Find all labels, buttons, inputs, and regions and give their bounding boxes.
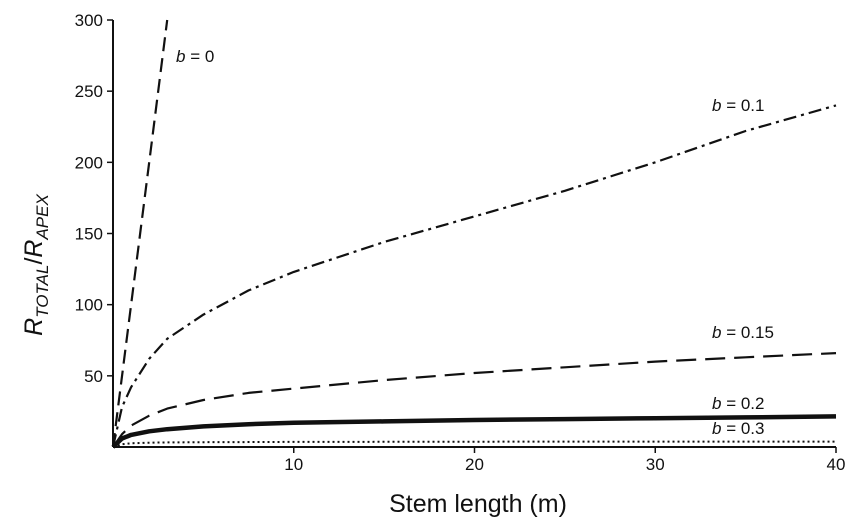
- series-lines: [111, 19, 837, 449]
- y-axis-title: RTOTAL/RAPEX: [20, 194, 52, 336]
- y-tick-label: 200: [75, 153, 103, 172]
- series-label: b = 0: [176, 47, 214, 66]
- series-label: b = 0.1: [712, 96, 764, 115]
- x-tick-label: 40: [827, 455, 846, 474]
- axes: [112, 20, 836, 448]
- x-tick-label: 10: [284, 455, 303, 474]
- x-axis-title: Stem length (m): [389, 490, 567, 518]
- y-tick-label: 50: [84, 367, 103, 386]
- y-title-sub2: APEX: [33, 194, 52, 241]
- y-tick-label: 250: [75, 82, 103, 101]
- x-tick-label: 20: [465, 455, 484, 474]
- series-labels: b = 0 b = 0.1 b = 0.15 b = 0.2 b = 0.3: [176, 47, 774, 438]
- y-title-base2: R: [20, 240, 48, 258]
- y-title-base1: R: [20, 318, 48, 336]
- y-tick-label: 150: [75, 225, 103, 244]
- axis-ticks: 10 20 30 40 50 100 150 200 250 300: [75, 11, 846, 474]
- series-label: b = 0.15: [712, 323, 774, 342]
- series-line: [111, 104, 837, 448]
- y-tick-label: 100: [75, 296, 103, 315]
- series-line: [111, 19, 169, 448]
- y-tick-label: 300: [75, 11, 103, 30]
- series-line: [111, 414, 837, 449]
- y-title-sub1: TOTAL: [33, 265, 52, 318]
- y-title-sep: /: [20, 258, 48, 265]
- x-tick-label: 30: [646, 455, 665, 474]
- series-label: b = 0.2: [712, 394, 764, 413]
- series-label: b = 0.3: [712, 419, 764, 438]
- series-line: [112, 352, 837, 448]
